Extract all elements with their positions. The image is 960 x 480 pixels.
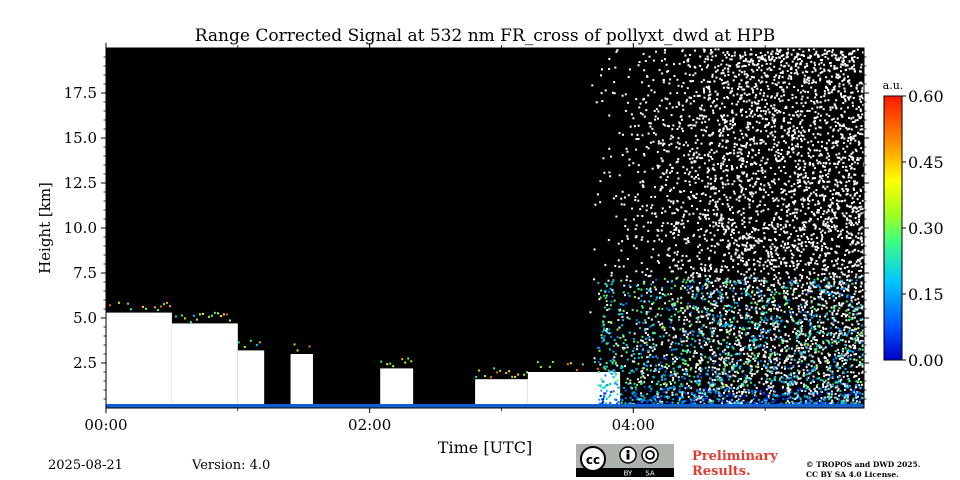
surface-signal-band [106,404,864,408]
x-tick-label: 04:00 [612,416,655,434]
colorbar-tick-label: 0.00 [908,351,944,370]
colorbar-tick-label: 0.60 [908,87,944,106]
cc-license-badge: cc BY SA [576,444,674,477]
cc-by-text: BY [624,470,633,478]
preliminary-line-1: Preliminary [692,449,778,464]
sa-share-alike-icon [641,446,659,464]
colorbar-tick-label: 0.45 [908,153,944,172]
copyright-line-1: © TROPOS and DWD 2025. [806,460,921,469]
colorbar-tick-label: 0.15 [908,285,944,304]
cc-sa-text: SA [645,470,655,478]
colorbar-ticks: 0.00 0.15 0.30 0.45 0.60 [902,87,944,370]
copyright-line-2: CC BY SA 4.0 License. [806,470,899,479]
date-label: 2025-08-21 [48,458,123,473]
plot-area [106,48,864,408]
x-axis-label: Time [UTC] [438,438,532,457]
colorbar [883,95,903,361]
y-axis: 2.5 5.0 7.5 10.0 12.5 15.0 17.5 [64,56,869,400]
cloud-segment [527,372,621,408]
preliminary-results-note: Preliminary Results. [692,449,778,479]
colorbar-tick-label: 0.30 [908,219,944,238]
noise-region [589,48,864,408]
colorbar-unit: a.u. [883,79,904,92]
y-tick-label: 7.5 [73,264,97,282]
copyright-note: © TROPOS and DWD 2025. CC BY SA 4.0 Lice… [806,460,920,480]
cloud-segment [237,350,265,408]
y-axis-label: Height [km] [36,182,54,274]
cloud-segment [106,312,172,408]
y-tick-label: 5.0 [73,309,97,327]
y-tick-label: 17.5 [64,84,97,102]
cloud-segment [171,323,238,408]
x-tick-label: 00:00 [84,416,127,434]
y-tick-label: 15.0 [64,129,97,147]
y-tick-label: 10.0 [64,219,97,237]
cc-icon [580,446,606,472]
cloud-segment [290,354,313,408]
preliminary-line-2: Results. [692,464,751,479]
y-tick-label: 12.5 [64,174,97,192]
x-axis: 00:00 02:00 04:00 [84,43,766,434]
version-label: Version: 4.0 [192,458,271,473]
cloud-segment [475,379,528,408]
cloud-segments [106,301,621,408]
chart-title: Range Corrected Signal at 532 nm FR_cros… [195,26,776,46]
x-tick-label: 02:00 [348,416,391,434]
y-tick-label: 2.5 [73,354,97,372]
cloud-segment [380,368,414,408]
